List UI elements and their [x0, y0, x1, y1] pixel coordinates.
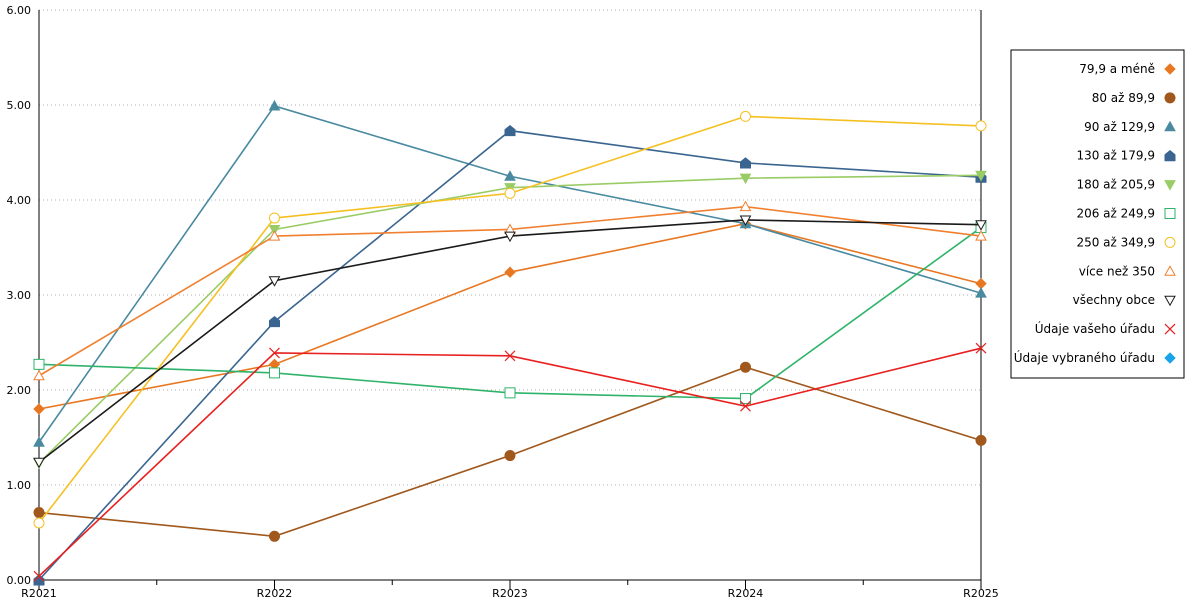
data-point: [739, 200, 752, 212]
data-point: [269, 315, 280, 328]
legend-marker: [1164, 236, 1176, 248]
legend-box: [1010, 49, 1185, 379]
data-point: [33, 358, 45, 370]
data-point: [33, 457, 45, 469]
data-point: [269, 212, 280, 224]
legend: 79,9 a méně 80 až 89,9 90 až 129,9 130 až 1…: [1010, 49, 1185, 379]
data-point: [740, 361, 751, 373]
data-point: [504, 231, 516, 243]
x-mark-stroke: [504, 350, 516, 362]
y-tick-label: 2.00: [7, 384, 32, 397]
y-tick-label: 6.00: [7, 4, 32, 17]
x-tick-label: R2025: [963, 587, 999, 600]
data-point: [269, 530, 280, 542]
data-point: [33, 507, 45, 519]
data-point: [975, 342, 987, 354]
legend-marker: [1164, 120, 1176, 132]
legend-marker: [1164, 63, 1176, 75]
axes: 0.00 1.00 2.00 3.00 4.00 5.00 6.00 R2021 R2022 R2…: [7, 4, 999, 600]
data-point: [504, 125, 516, 137]
data-point: [504, 350, 516, 362]
x-mark-stroke: [740, 400, 751, 412]
data-point: [33, 574, 45, 586]
data-point: [740, 157, 751, 169]
data-point: [975, 434, 987, 446]
data-point: [268, 224, 281, 236]
data-point: [268, 230, 281, 241]
legend-label: 250 až 349,9: [1076, 235, 1155, 249]
legend-marker: [1164, 352, 1176, 364]
series-line: [38, 226, 982, 400]
data-point: [33, 403, 45, 415]
y-tick-label: 3.00: [7, 289, 32, 302]
x-tick-label: R2023: [492, 587, 528, 600]
data-point: [975, 287, 987, 298]
data-point: [33, 570, 45, 582]
legend-label: všechny obce: [1073, 293, 1155, 307]
legend-label: 80 až 89,9: [1092, 91, 1155, 105]
data-point: [975, 230, 987, 241]
y-tick-label: 1.00: [7, 479, 32, 492]
data-point: [975, 120, 987, 132]
data-point: [739, 215, 752, 226]
data-point: [504, 387, 516, 399]
x-mark-stroke: [33, 570, 45, 582]
data-point: [975, 220, 987, 231]
y-tick-label: 5.00: [7, 99, 32, 112]
y-tick-label: 0.00: [7, 574, 32, 587]
legend-label: 206 až 249,9: [1076, 207, 1155, 221]
x-mark-stroke: [975, 342, 987, 354]
legend-marker: [1164, 265, 1176, 276]
x-mark-stroke: [269, 347, 280, 359]
legend-label: Údaje vybraného úřadu: [1014, 350, 1155, 365]
x-tick-label: R2022: [257, 587, 293, 600]
legend-marker: [1164, 150, 1176, 162]
y-tick-label: 4.00: [7, 194, 32, 207]
data-point: [740, 393, 751, 405]
legend-label: 79,9 a méně: [1079, 62, 1155, 76]
legend-marker: [1164, 295, 1176, 307]
legend-label: více než 350: [1079, 264, 1155, 278]
legend-marker: [1164, 323, 1176, 335]
data-point: [740, 110, 751, 122]
series-layer: [33, 99, 987, 586]
data-point: [269, 367, 280, 379]
data-point: [269, 347, 280, 359]
data-point: [975, 170, 987, 182]
data-point: [740, 400, 751, 412]
x-tick-label: R2021: [21, 587, 57, 600]
data-point: [739, 173, 752, 185]
legend-label: Údaje vašeho úřadu: [1035, 321, 1155, 336]
legend-label: 180 až 205,9: [1076, 178, 1155, 192]
legend-marker: [1164, 180, 1176, 191]
legend-marker: [1164, 92, 1176, 104]
x-tick-label: R2024: [728, 587, 764, 600]
data-point: [504, 170, 516, 181]
data-point: [33, 436, 45, 447]
legend-label: 90 až 129,9: [1084, 120, 1155, 134]
legend-label: 130 až 179,9: [1076, 149, 1155, 163]
data-point: [504, 266, 516, 278]
data-point: [268, 276, 281, 287]
data-point: [33, 517, 45, 529]
x-mark-stroke: [1164, 323, 1176, 335]
data-point: [33, 369, 45, 381]
gridlines: [39, 9, 981, 486]
legend-marker: [1164, 208, 1176, 219]
data-point: [504, 187, 516, 199]
data-point: [268, 99, 281, 111]
data-point: [504, 450, 516, 462]
